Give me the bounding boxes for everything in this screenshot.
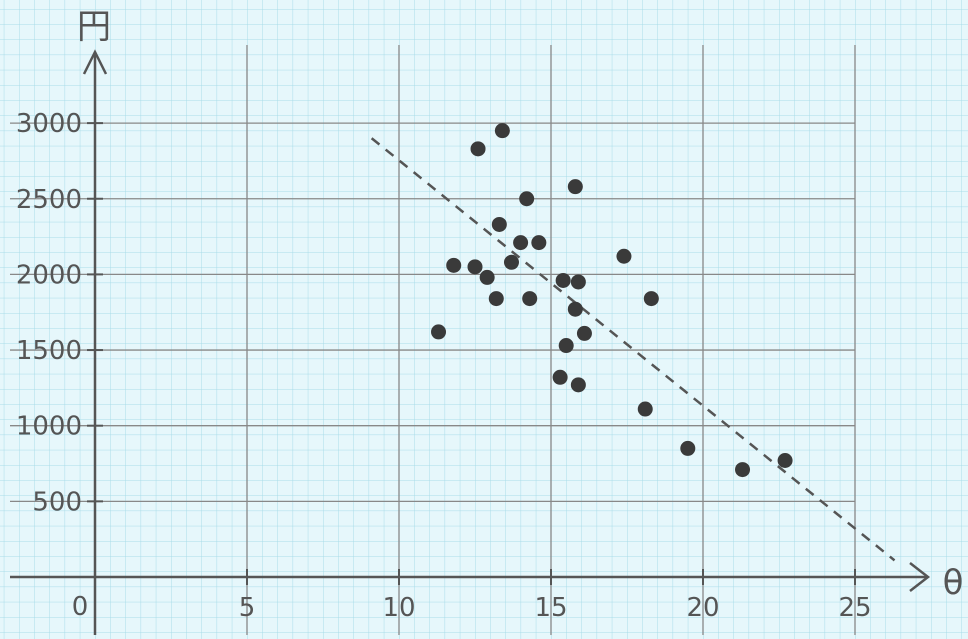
x-axis-title: θ — [943, 563, 964, 603]
y-axis-title: 円 — [77, 7, 111, 47]
data-point — [467, 259, 483, 275]
trend-line — [370, 137, 896, 562]
data-point — [531, 235, 547, 251]
data-point — [519, 191, 535, 207]
data-point — [680, 440, 696, 456]
data-point — [567, 179, 583, 195]
data-point — [494, 123, 510, 139]
data-point — [552, 369, 568, 385]
axes — [10, 49, 931, 635]
data-point — [777, 452, 793, 468]
y-tick-label: 1000 — [16, 412, 82, 442]
data-point — [567, 301, 583, 317]
y-tick-label: 2500 — [16, 185, 82, 215]
data-point — [488, 291, 504, 307]
data-point — [503, 254, 519, 270]
data-point — [735, 462, 751, 478]
y-tick-label: 1500 — [16, 336, 82, 366]
data-points — [431, 123, 793, 478]
data-point — [446, 257, 462, 273]
data-point — [491, 216, 507, 232]
data-point — [555, 272, 571, 288]
x-tick-label: 15 — [534, 593, 567, 623]
y-tick-label: 2000 — [16, 260, 82, 290]
x-axis-arrowhead — [909, 562, 931, 592]
x-tick-label: 20 — [686, 593, 719, 623]
data-point — [522, 291, 538, 307]
y-tick-label: 3000 — [16, 109, 82, 139]
data-point — [570, 377, 586, 393]
data-point — [513, 235, 529, 251]
data-point — [470, 141, 486, 157]
y-tick-label: 500 — [32, 487, 82, 517]
major-grid — [10, 45, 856, 635]
data-point — [570, 274, 586, 290]
y-ticks: 500 1000 1500 2000 2500 3000 — [16, 109, 103, 517]
data-point — [558, 338, 574, 354]
x-ticks: 5 10 15 20 25 — [239, 569, 872, 623]
y-axis-arrowhead — [82, 49, 108, 75]
data-point — [431, 324, 447, 340]
x-tick-label: 25 — [838, 593, 871, 623]
data-point — [637, 401, 653, 417]
x-tick-label: 10 — [382, 593, 415, 623]
x-tick-label: 5 — [239, 593, 256, 623]
data-point — [479, 269, 495, 285]
origin-label: 0 — [72, 592, 89, 622]
data-point — [576, 325, 592, 341]
data-point — [616, 248, 632, 264]
data-point — [643, 291, 659, 307]
